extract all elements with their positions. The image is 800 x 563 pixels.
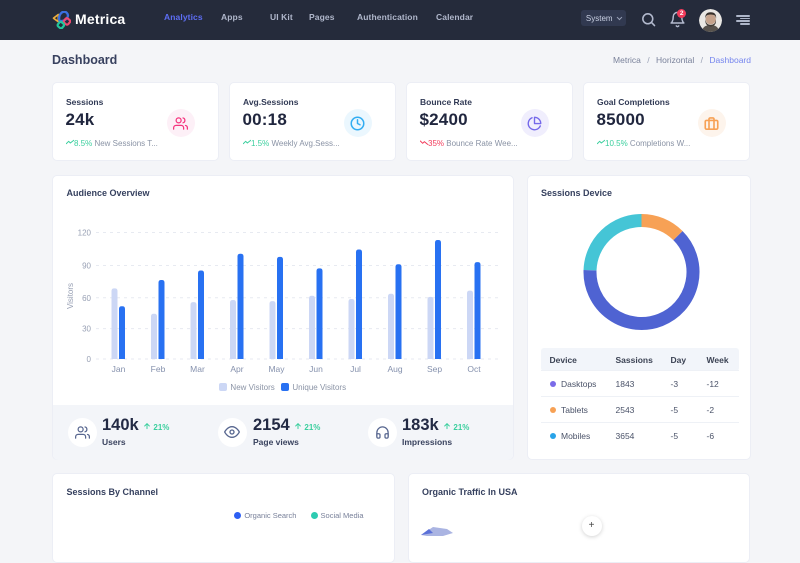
svg-text:0: 0	[87, 355, 92, 364]
svg-text:Jun: Jun	[309, 364, 323, 374]
svg-text:Jan: Jan	[112, 364, 126, 374]
svg-text:Mar: Mar	[190, 364, 205, 374]
svg-text:Visitors: Visitors	[66, 282, 75, 308]
svg-text:Feb: Feb	[151, 364, 166, 374]
svg-text:Aug: Aug	[387, 364, 402, 374]
svg-text:30: 30	[82, 324, 91, 333]
svg-text:Sep: Sep	[427, 364, 442, 374]
svg-text:May: May	[268, 364, 285, 374]
svg-text:Jul: Jul	[350, 364, 361, 374]
svg-text:120: 120	[78, 228, 92, 237]
svg-text:60: 60	[82, 293, 91, 302]
svg-text:90: 90	[82, 261, 91, 270]
svg-text:Apr: Apr	[230, 364, 243, 374]
svg-text:Oct: Oct	[467, 364, 481, 374]
